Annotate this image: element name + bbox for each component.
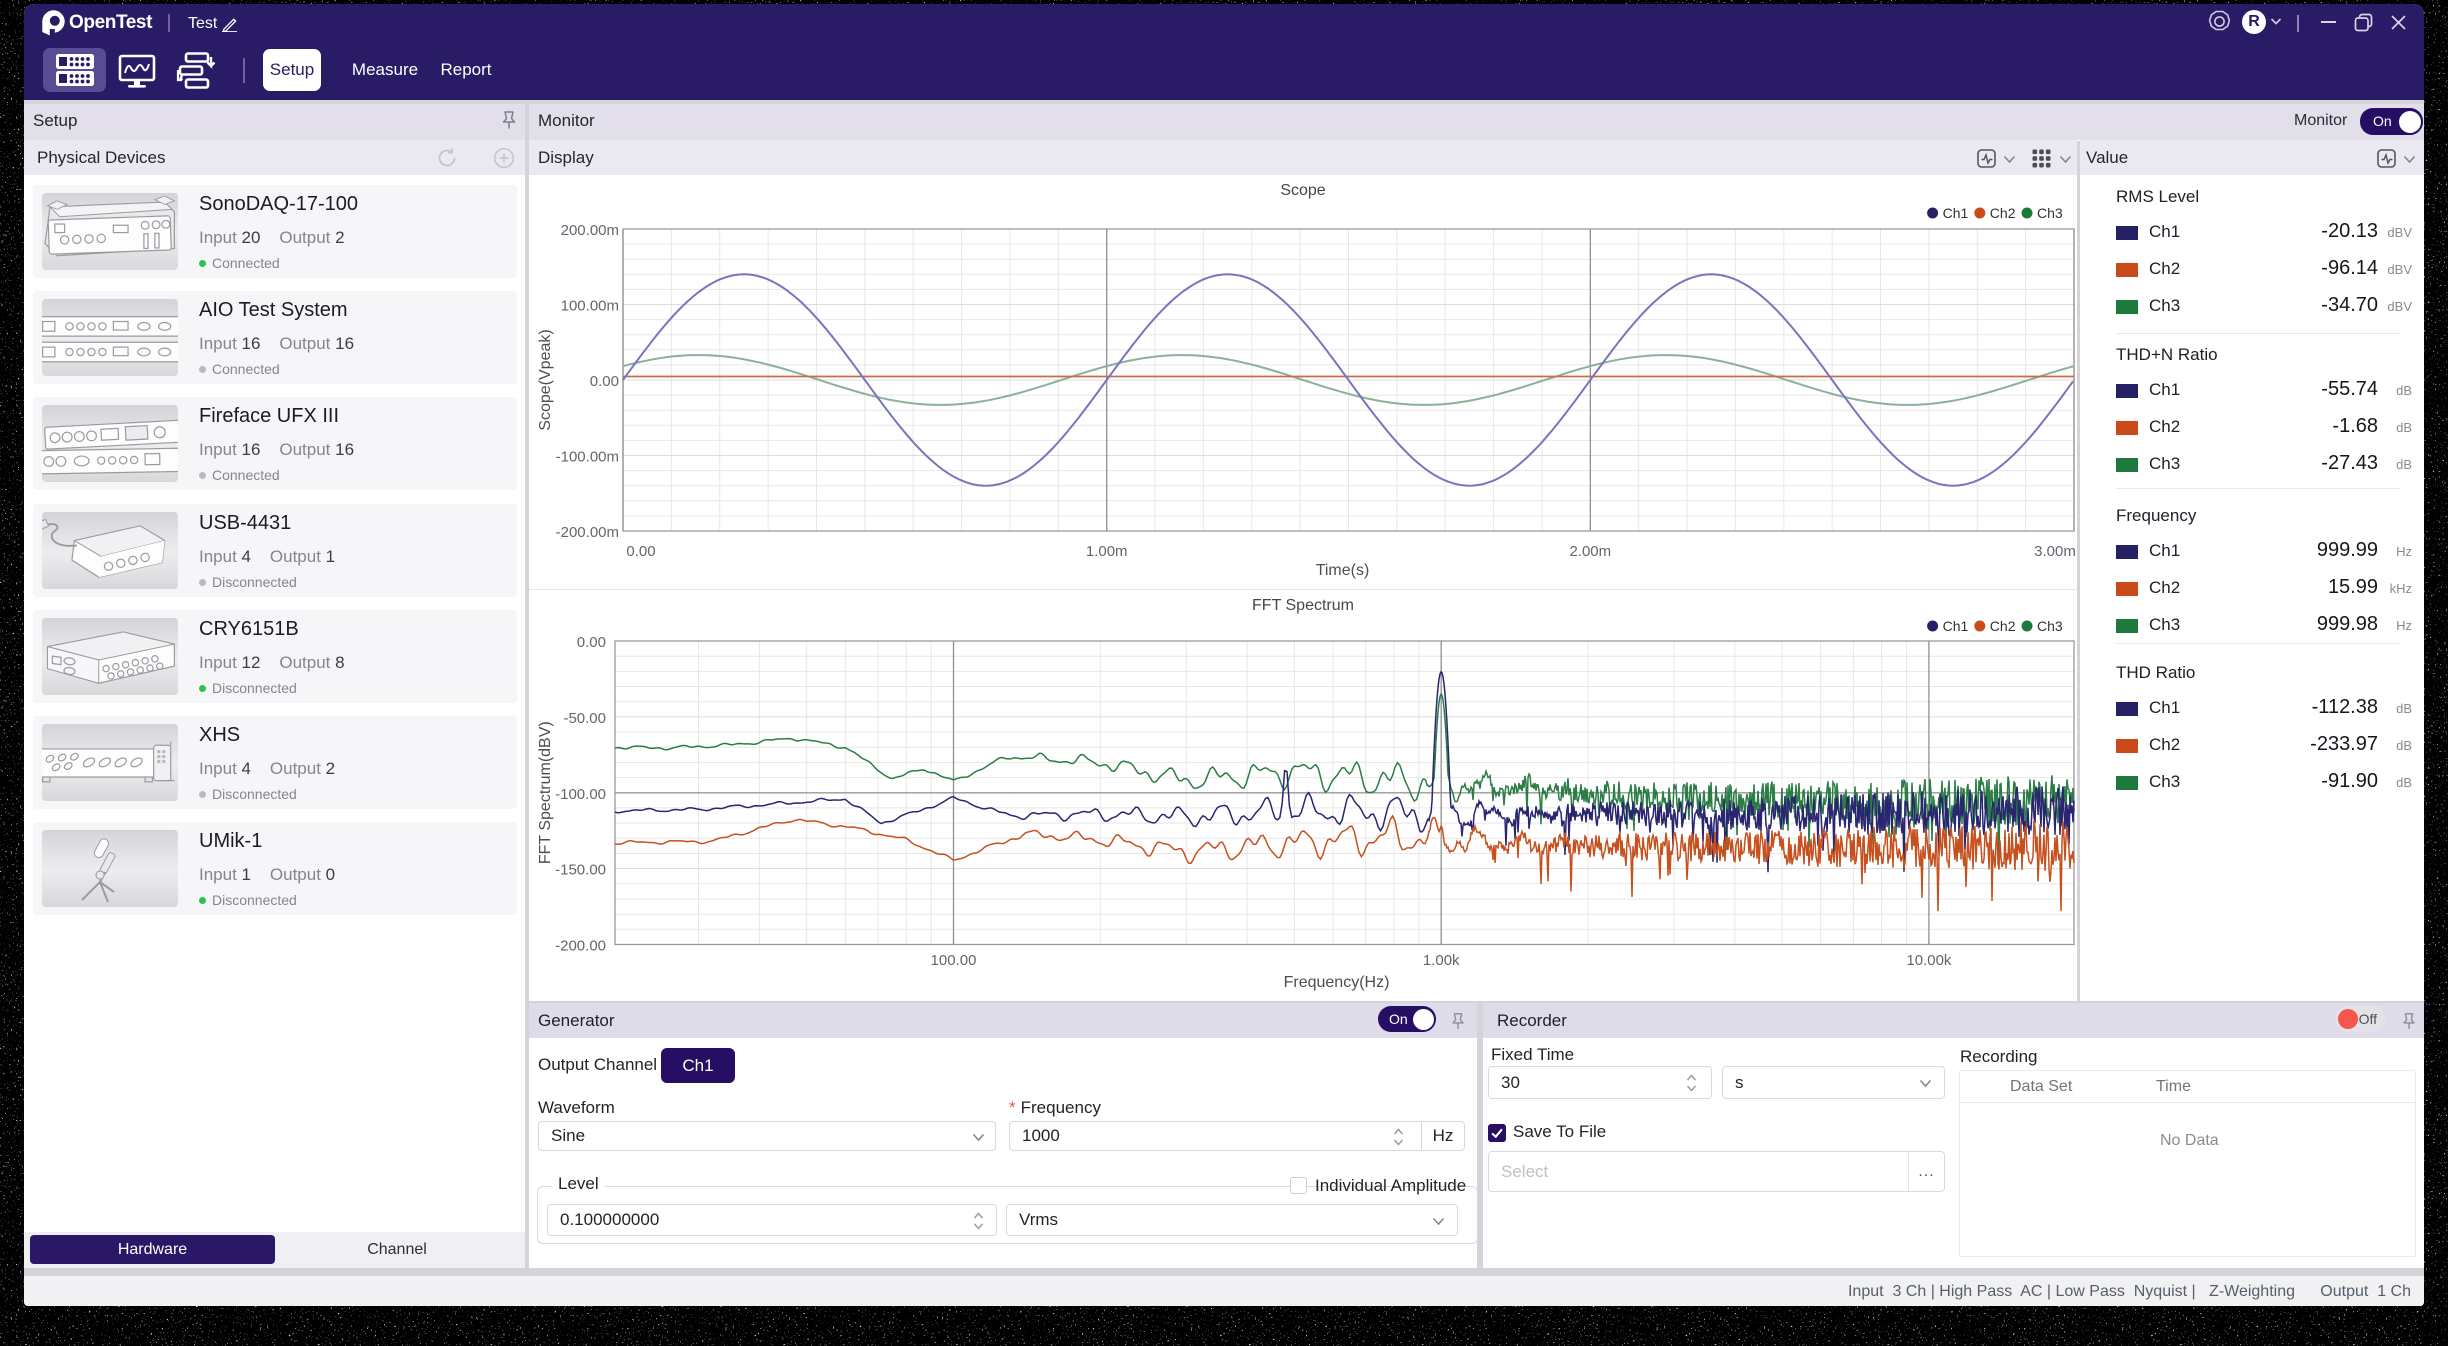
svg-text:100.00m: 100.00m <box>561 298 619 315</box>
svg-text:2.00m: 2.00m <box>1569 543 1611 560</box>
svg-text:FFT Spectrum(dBV): FFT Spectrum(dBV) <box>537 721 554 864</box>
svg-text:Ch1: Ch1 <box>1943 618 1969 634</box>
svg-text:200.00m: 200.00m <box>561 222 619 239</box>
svg-text:-200.00: -200.00 <box>555 938 606 955</box>
svg-text:Ch3: Ch3 <box>2037 618 2063 634</box>
svg-text:Ch1: Ch1 <box>1943 205 1969 221</box>
svg-text:-100.00: -100.00 <box>555 786 606 803</box>
svg-text:Ch3: Ch3 <box>2037 205 2063 221</box>
svg-text:0.00: 0.00 <box>577 634 606 651</box>
svg-text:FFT Spectrum: FFT Spectrum <box>1252 597 1354 614</box>
svg-text:0.00: 0.00 <box>626 543 655 560</box>
svg-text:1.00m: 1.00m <box>1086 543 1128 560</box>
svg-text:Time(s): Time(s) <box>1316 562 1370 579</box>
svg-text:0.00: 0.00 <box>590 373 619 390</box>
svg-text:-150.00: -150.00 <box>555 862 606 879</box>
svg-text:Ch2: Ch2 <box>1990 205 2016 221</box>
svg-text:Scope(Vpeak): Scope(Vpeak) <box>537 329 554 430</box>
svg-text:-100.00m: -100.00m <box>556 449 619 466</box>
svg-text:100.00: 100.00 <box>931 952 977 969</box>
svg-text:-200.00m: -200.00m <box>556 524 619 541</box>
svg-text:Frequency(Hz): Frequency(Hz) <box>1284 974 1390 991</box>
svg-text:10.00k: 10.00k <box>1906 952 1952 969</box>
svg-text:-50.00: -50.00 <box>563 710 606 727</box>
svg-text:Ch2: Ch2 <box>1990 618 2016 634</box>
svg-text:Scope: Scope <box>1280 182 1325 199</box>
svg-text:3.00m: 3.00m <box>2034 543 2076 560</box>
svg-text:1.00k: 1.00k <box>1423 952 1460 969</box>
